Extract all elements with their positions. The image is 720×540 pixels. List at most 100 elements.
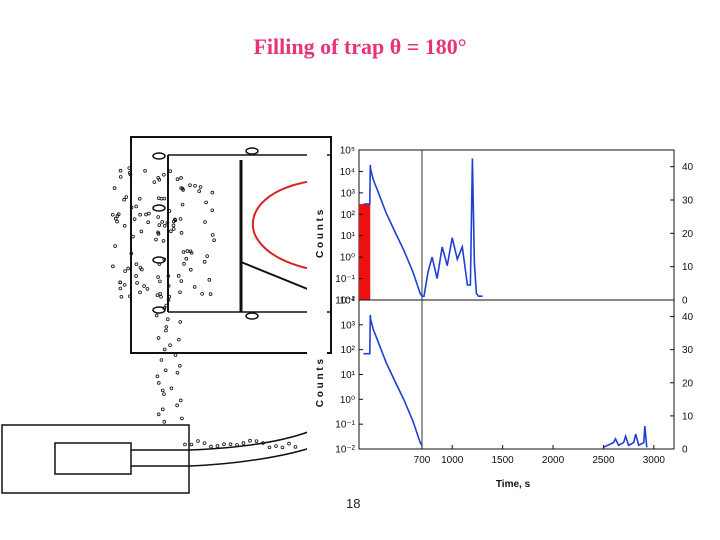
counts-vs-time-chart: 10⁵ 10⁴ 10³ 10² 10¹ 10⁰ 10⁻¹ 10⁻² 40 30 20 10 0 C o u… [307, 146, 694, 491]
particle [146, 220, 150, 225]
particle [165, 317, 170, 322]
particle [241, 441, 246, 445]
particle [178, 320, 183, 324]
chart-panel-top: 10⁵ 10⁴ 10³ 10² 10¹ 10⁰ 10⁻¹ 10⁻² 40 30 20 10 0 C o u… [315, 146, 694, 307]
particle [162, 347, 167, 352]
chart-panel-bottom: 10⁴ 10³ 10² 10¹ 10⁰ 10⁻¹ 10⁻² 40 30 20 10 0 C o u n … [315, 296, 694, 491]
slide-title: Filling of trap θ = 180° [253, 34, 467, 59]
particle [197, 189, 201, 193]
source-box [1, 424, 190, 494]
particle [154, 313, 159, 318]
series-line-bottom-0 [363, 314, 423, 446]
particle [178, 398, 183, 403]
particle [204, 200, 208, 205]
guide-tube-top [131, 431, 309, 451]
particle [129, 251, 134, 256]
particle [164, 325, 169, 329]
particle [261, 441, 265, 445]
particle [179, 231, 184, 235]
particle [179, 176, 183, 180]
x-tick-label: 1500 [492, 455, 515, 466]
particle [210, 190, 215, 195]
left-tick-label: 10² [341, 210, 356, 221]
left-tick-label: 10¹ [341, 231, 356, 242]
particle [267, 445, 272, 450]
particle [182, 262, 186, 266]
particle [188, 183, 192, 187]
particle [179, 186, 183, 190]
particle [134, 204, 138, 209]
particle-cloud [110, 166, 298, 450]
particle [162, 172, 166, 177]
particle [118, 175, 123, 179]
particle [173, 217, 177, 222]
particle [168, 343, 172, 347]
particle [205, 254, 209, 258]
particle [127, 166, 132, 170]
particle [208, 292, 213, 296]
left-tick-label: 10³ [341, 320, 356, 331]
particle [123, 269, 127, 273]
particle [159, 196, 164, 201]
particle [156, 275, 160, 279]
particle [179, 279, 184, 283]
particle [156, 336, 161, 340]
particle [189, 267, 193, 272]
particle [156, 215, 160, 219]
particle [198, 185, 203, 189]
particle [138, 212, 142, 217]
particle [175, 177, 180, 182]
x-tick-label: 3000 [643, 455, 666, 466]
right-tick-label: 40 [682, 312, 694, 323]
x-axis-label: Time, s [496, 479, 531, 490]
particle [200, 292, 204, 296]
particle [212, 238, 216, 242]
left-tick-label: 10⁵ [340, 146, 355, 157]
detector-guide-line [240, 261, 311, 291]
trap-apparatus-diagram [1, 136, 332, 494]
particle [196, 439, 200, 443]
series-line-top-0 [363, 158, 483, 298]
particle [171, 227, 176, 231]
particle [168, 169, 173, 173]
particle [160, 407, 165, 412]
left-tick-label: 10² [341, 345, 356, 356]
particle [162, 196, 167, 201]
particle [115, 219, 119, 224]
particle [210, 233, 215, 237]
particle [160, 220, 164, 224]
right-tick-label: 10 [682, 262, 694, 273]
particle [173, 353, 178, 357]
wheel-1 [152, 152, 166, 160]
particle [207, 278, 212, 282]
particle [177, 337, 181, 342]
particle [293, 445, 298, 449]
particle [142, 284, 146, 288]
particle [164, 303, 169, 308]
particle [118, 286, 123, 291]
particle [155, 374, 160, 379]
particle [162, 392, 166, 396]
particle [129, 205, 134, 210]
particle [122, 197, 126, 202]
wheel-4 [152, 306, 166, 314]
particle [193, 183, 197, 188]
particle [139, 229, 144, 234]
particle [154, 237, 158, 242]
x-tick-label: 1000 [441, 455, 464, 466]
particle [166, 283, 171, 288]
particle [122, 283, 127, 287]
particle [161, 239, 166, 243]
particle [138, 265, 143, 270]
particle [124, 195, 129, 199]
particle [176, 274, 181, 278]
particle [167, 209, 172, 213]
wheel-5 [245, 147, 259, 155]
particle [118, 280, 122, 285]
particle [155, 293, 160, 297]
particle [119, 294, 124, 299]
particle [169, 229, 173, 234]
particle [158, 279, 162, 284]
particle [160, 388, 165, 393]
particle [175, 370, 180, 375]
